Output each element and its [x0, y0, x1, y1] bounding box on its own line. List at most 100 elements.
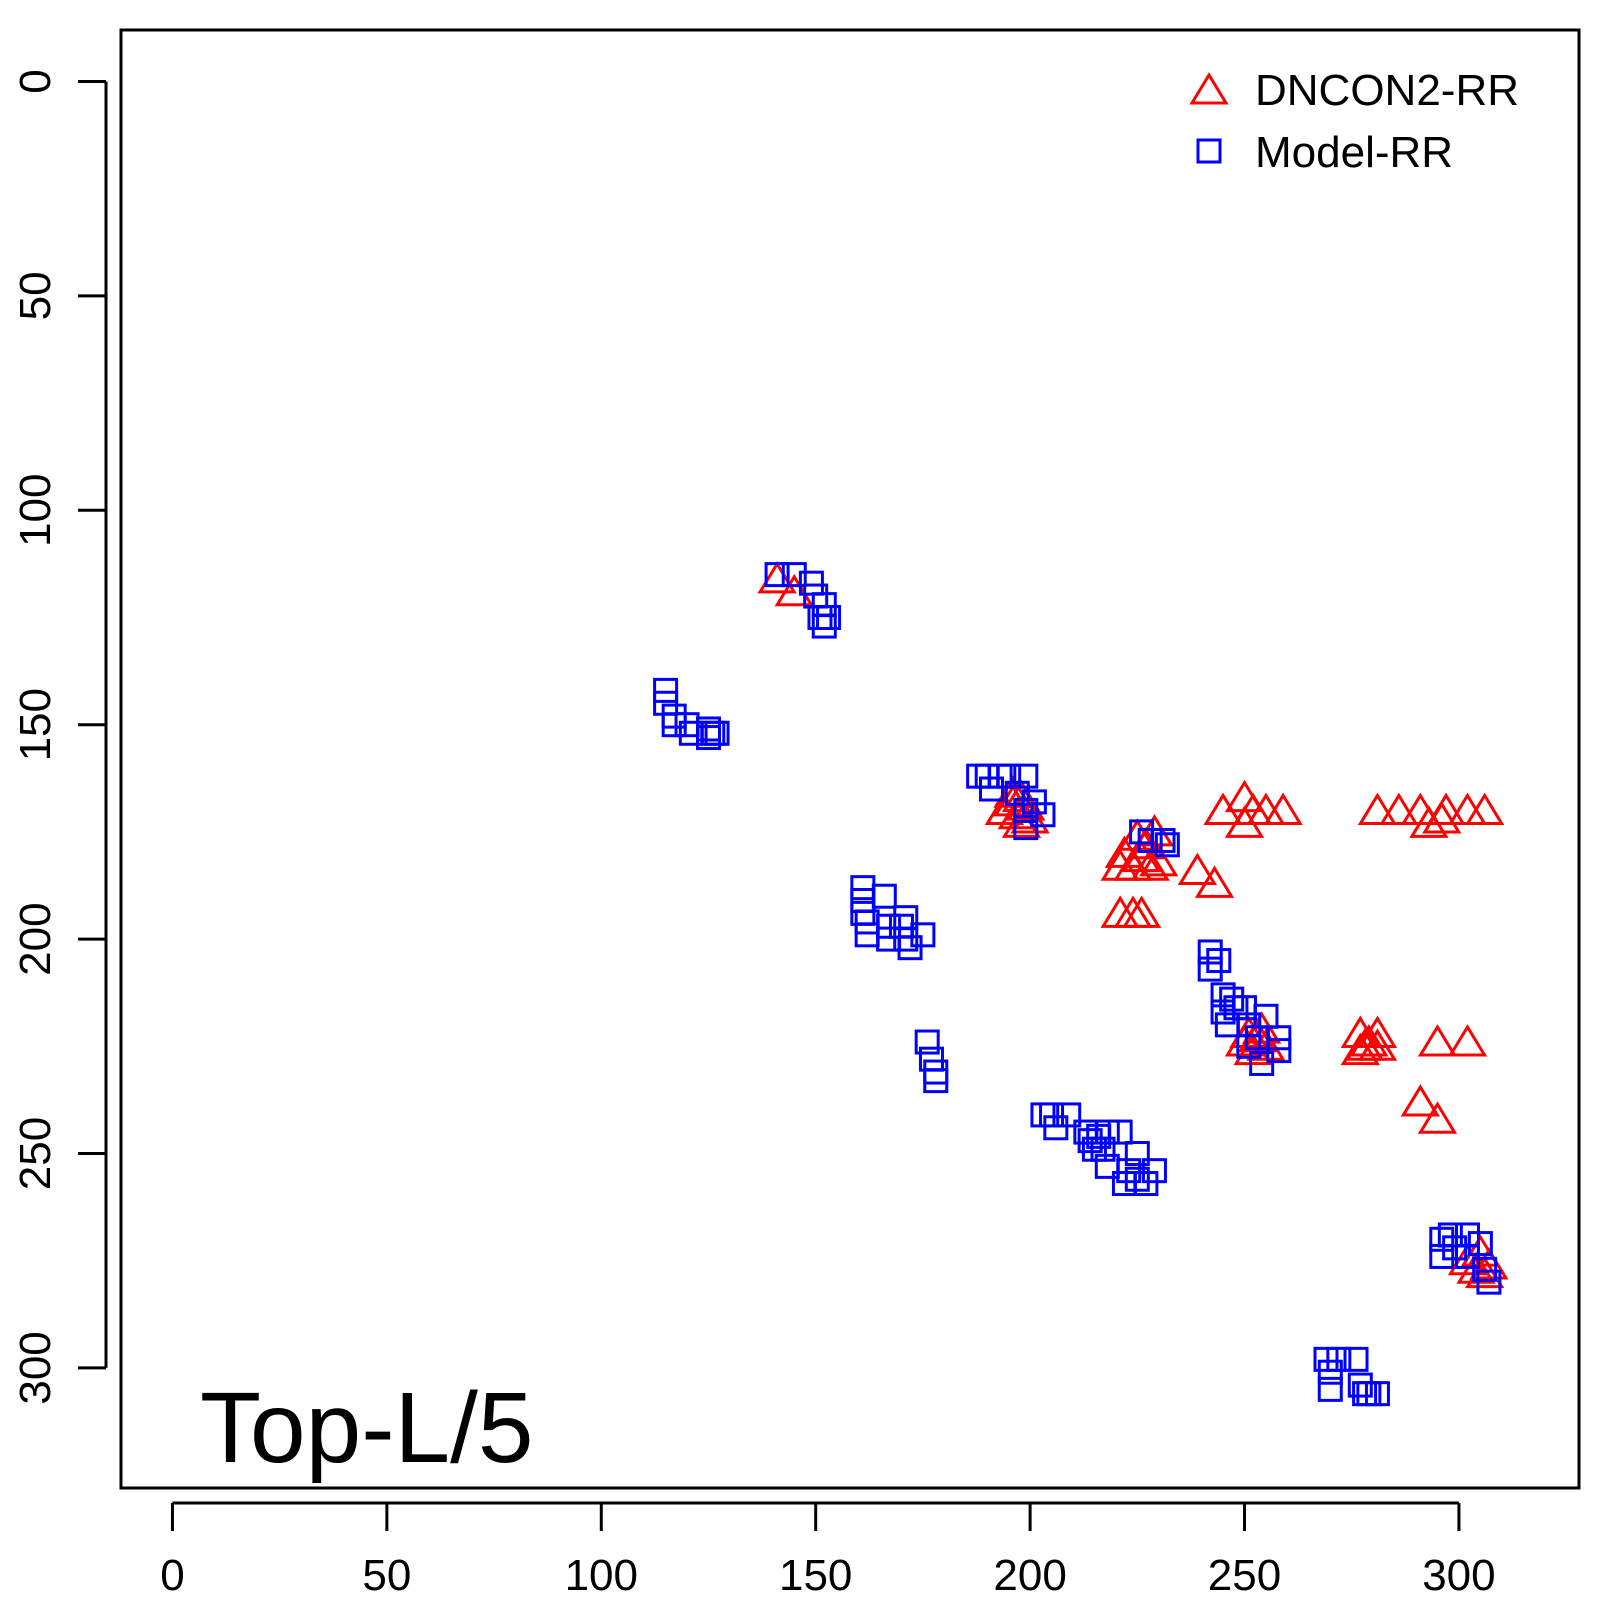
square-point [653, 677, 679, 703]
triangle-point [1357, 1028, 1398, 1061]
square-point [1056, 1102, 1082, 1128]
square-point [1197, 939, 1223, 965]
square-point [816, 604, 842, 630]
square-point [1317, 1359, 1343, 1385]
square-point [1343, 1346, 1369, 1372]
square-point [661, 703, 687, 729]
y-tick-label: 50 [11, 271, 60, 320]
square-point [850, 888, 876, 914]
square-point [1039, 1102, 1065, 1128]
square-point [1077, 1128, 1103, 1154]
x-tick-label: 0 [160, 1551, 184, 1600]
y-tick-label: 100 [11, 474, 60, 547]
square-point [1317, 1376, 1343, 1402]
square-point [854, 922, 880, 948]
panel-annotation: Top-L/5 [200, 1372, 534, 1484]
legend-triangle-icon [1189, 72, 1229, 105]
triangle-point [1469, 1247, 1509, 1280]
square-point [1197, 956, 1223, 982]
square-point [1266, 1038, 1292, 1064]
x-tick-label: 150 [779, 1551, 852, 1600]
square-point [876, 913, 902, 939]
triangle-point [1263, 792, 1303, 825]
triangle-point [757, 561, 797, 594]
square-point [1210, 982, 1236, 1008]
square-point [1124, 1141, 1150, 1167]
triangle-point [1379, 792, 1419, 825]
square-point [1236, 1033, 1262, 1059]
triangle-point [1357, 792, 1398, 825]
square-point [653, 690, 679, 716]
square-point [897, 935, 923, 961]
square-point [1326, 1346, 1352, 1372]
square-point [1150, 827, 1176, 853]
square-point [1347, 1372, 1373, 1398]
triangle-point [1177, 852, 1218, 885]
square-point [1266, 1025, 1292, 1051]
triangle-point [1357, 1015, 1398, 1048]
square-point [1030, 802, 1056, 828]
square-point [1107, 1119, 1133, 1145]
square-point [1094, 1119, 1120, 1145]
square-point [1437, 1222, 1463, 1248]
square-point [1090, 1136, 1116, 1162]
y-tick-label: 250 [11, 1117, 60, 1190]
square-point [661, 712, 687, 738]
triangle-point [1349, 1024, 1389, 1057]
y-tick-label: 0 [11, 69, 60, 93]
square-point [798, 570, 824, 596]
square-point [1043, 1115, 1069, 1141]
square-point [1154, 832, 1180, 858]
square-point [996, 763, 1022, 789]
square-point [781, 562, 807, 588]
triangle-point [1194, 865, 1235, 898]
square-point [1455, 1222, 1481, 1248]
square-point [704, 720, 730, 746]
x-tick-label: 100 [565, 1551, 638, 1600]
legend: DNCON2-RR Model-RR [1189, 66, 1519, 177]
square-point [966, 763, 992, 789]
square-point [1429, 1226, 1455, 1252]
square-point [1133, 1171, 1159, 1197]
square-point [876, 926, 902, 952]
square-point [1364, 1381, 1390, 1407]
square-point [1219, 986, 1245, 1012]
triangle-point [774, 573, 814, 607]
x-tick-label: 300 [1422, 1551, 1495, 1600]
x-tick-label: 50 [362, 1551, 411, 1600]
square-point [1141, 1158, 1167, 1184]
square-point [1472, 1256, 1498, 1282]
triangle-point [1417, 1101, 1458, 1134]
square-point [1206, 948, 1232, 974]
triangle-point [1121, 895, 1162, 928]
square-point [1137, 827, 1163, 853]
square-point [695, 725, 721, 751]
triangle-point [1246, 1028, 1286, 1061]
triangle-point [1400, 1084, 1441, 1117]
series-model-rr [653, 562, 1502, 1407]
square-point [1030, 1102, 1056, 1128]
square-point [871, 883, 897, 909]
square-point [764, 562, 790, 588]
square-point [893, 926, 919, 952]
triangle-point [1464, 792, 1505, 825]
square-point [1013, 763, 1039, 789]
legend-label: DNCON2-RR [1255, 66, 1519, 115]
data-points [653, 561, 1509, 1407]
triangle-point [1447, 1024, 1488, 1057]
square-point [1429, 1243, 1455, 1269]
triangle-point [993, 775, 1033, 808]
legend-square-icon [1196, 138, 1222, 164]
triangle-point [1130, 848, 1170, 881]
triangle-point [1417, 1024, 1458, 1057]
square-point [1021, 789, 1047, 815]
square-point [987, 763, 1013, 789]
square-point [1004, 780, 1030, 806]
y-tick-label: 300 [11, 1331, 60, 1404]
y-tick-label: 200 [11, 902, 60, 975]
triangle-point [1229, 1015, 1269, 1048]
x-tick-label: 250 [1208, 1551, 1281, 1600]
square-point [923, 1068, 949, 1094]
square-point [1476, 1269, 1502, 1295]
